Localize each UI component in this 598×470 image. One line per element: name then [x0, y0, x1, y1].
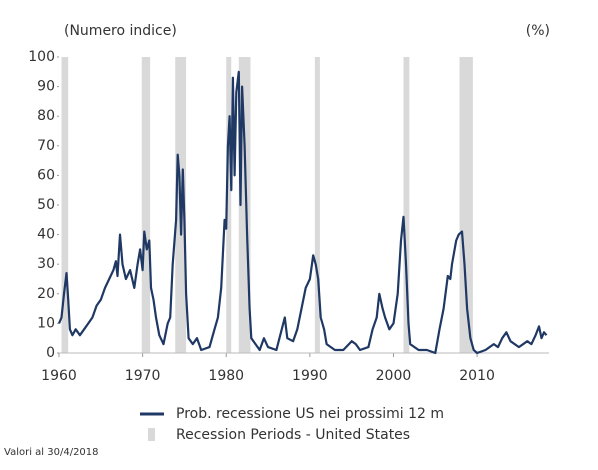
recession-band — [459, 57, 473, 353]
legend-label: Recession Periods - United States — [176, 427, 410, 443]
series-line — [57, 70, 548, 355]
y-tick-label: 50 — [37, 197, 55, 213]
legend-label: Prob. recessione US nei prossimi 12 m — [176, 406, 444, 422]
y-tick-label: 60 — [37, 167, 55, 183]
x-tick-label: 1960 — [41, 368, 77, 384]
x-tick-label: 2010 — [459, 368, 495, 384]
y-tick-label: 90 — [37, 79, 55, 95]
y-tick-label: 10 — [37, 315, 55, 331]
recession-band — [141, 57, 151, 353]
recession-band — [403, 57, 410, 353]
note: Valori al 30/4/2018 — [4, 447, 99, 458]
recession-band — [61, 57, 69, 353]
x-tick-label: 1990 — [292, 368, 328, 384]
y-tick-label: 100 — [28, 49, 55, 65]
y-tick-label: 80 — [37, 108, 55, 124]
y-tick-label: 40 — [37, 227, 55, 243]
y2-axis-label: (%) — [526, 23, 550, 39]
recession-band — [226, 57, 232, 353]
recession-band — [314, 57, 320, 353]
y-tick-label: 0 — [46, 345, 55, 361]
x-tick-label: 1980 — [208, 368, 244, 384]
y-tick-label: 20 — [37, 286, 55, 302]
y-axis-label: (Numero indice) — [64, 23, 177, 39]
recession-band — [238, 57, 251, 353]
y-tick-label: 30 — [37, 256, 55, 272]
y-tick-label: 70 — [37, 138, 55, 154]
x-tick-label: 1970 — [125, 368, 161, 384]
x-tick-label: 2000 — [376, 368, 412, 384]
legend-swatch — [148, 428, 155, 441]
